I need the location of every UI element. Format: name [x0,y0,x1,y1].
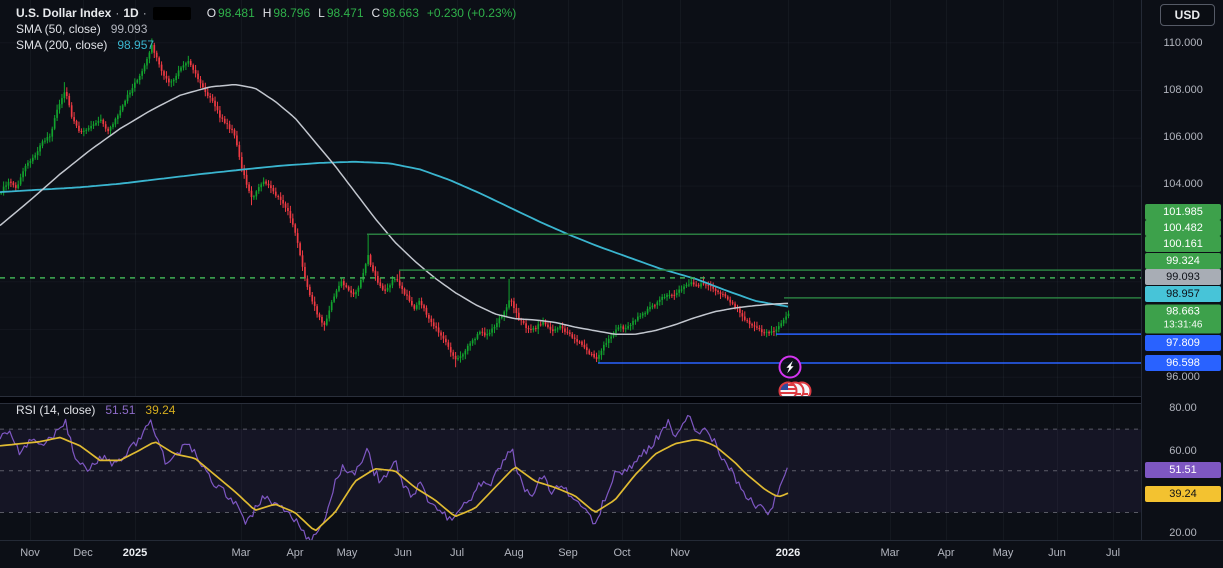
sma50-line [0,83,789,336]
change-value: +0.230 (+0.23%) [426,6,517,20]
price-level-label: 98.957 [1145,286,1221,302]
time-axis-label: Sep [558,547,578,559]
timeframe-label[interactable]: 1D [123,6,139,20]
price-level-label: 99.093 [1145,269,1221,285]
economic-events-flag-icon[interactable] [778,381,812,401]
time-axis[interactable]: Nov Dec 2025 Mar Apr May Jun Jul Aug Sep Oct Nov 202… [0,540,1223,568]
currency-unit-button[interactable]: USD [1159,4,1215,26]
price-tick-label: 110.000 [1163,37,1203,49]
price-level-label: 100.482 [1145,220,1221,236]
rsi-tick-label: 20.00 [1169,527,1197,539]
rsi-tick-label: 80.00 [1169,402,1197,414]
time-axis-label: Aug [504,547,524,559]
open-value: 98.481 [218,6,255,20]
price-level-label: 97.809 [1145,335,1221,351]
close-value: 98.663 [382,6,419,20]
low-value: 98.471 [326,6,364,20]
time-axis-label: Jul [449,547,465,559]
time-axis-label: May [336,547,358,559]
candlestick-series [0,38,790,368]
rsi-value-label: 39.24 [1145,486,1221,502]
time-axis-label: Jun [1048,547,1066,559]
rsi-legend[interactable]: RSI (14, close) 51.51 39.24 [16,402,175,418]
price-axis[interactable]: 110.000 108.000 106.000 104.000 96.000 101.98… [1141,0,1223,540]
rsi-ma-value: 39.24 [145,403,176,417]
sma200-value: 98.957 [117,38,155,52]
lightning-icon[interactable] [778,355,802,379]
price-level-label: 101.985 [1145,204,1221,220]
sma50-row[interactable]: SMA (50, close) 99.093 [16,21,516,37]
high-value: 98.796 [273,6,311,20]
low-label: L [318,6,325,20]
open-label: O [206,6,217,20]
separator-dot: · [142,6,147,20]
time-axis-label: 2026 [775,547,801,559]
redacted-exchange-box [152,6,191,20]
time-axis-label: Mar [231,547,251,559]
rsi-label[interactable]: RSI (14, close) [16,403,96,417]
price-tick-label: 108.000 [1163,84,1203,96]
ohlc-readout: O 98.481 H 98.796 L 98.471 C 98.663 +0.230 (… [201,5,517,21]
bar-countdown: 13:31:46 [1163,319,1203,331]
time-axis-label: Oct [613,547,631,559]
time-axis-label: Apr [286,547,304,559]
time-axis-label: May [992,547,1014,559]
time-axis-label: Dec [73,547,93,559]
price-level-label: 99.324 [1145,253,1221,269]
symbol-row[interactable]: U.S. Dollar Index · 1D · O 98.481 H 98.796… [16,5,516,21]
rsi-value: 51.51 [105,403,136,417]
time-axis-label: Apr [937,547,955,559]
sma200-row[interactable]: SMA (200, close) 98.957 [16,37,516,53]
chart-plot-area[interactable] [0,0,1141,540]
time-axis-label: 2025 [122,547,148,559]
price-tick-label: 106.000 [1163,131,1203,143]
rsi-value-label: 51.51 [1145,462,1221,478]
last-price-value: 98.663 [1166,305,1200,318]
sma50-value: 99.093 [110,22,148,36]
time-axis-label: Nov [670,547,690,559]
time-axis-label: Nov [20,547,40,559]
price-tick-label: 104.000 [1163,178,1203,190]
rsi-line [0,414,788,540]
time-axis-label: Mar [880,547,900,559]
sma200-line [0,160,789,308]
time-axis-label: Jun [394,547,412,559]
symbol-title[interactable]: U.S. Dollar Index [16,6,112,20]
pane-separator[interactable] [0,396,1141,404]
price-level-label: 100.161 [1145,236,1221,252]
close-label: C [371,6,381,20]
separator-dot: · [115,6,120,20]
time-axis-label: Jul [1105,547,1121,559]
rsi-ma-line [0,436,789,532]
rsi-tick-label: 60.00 [1169,445,1197,457]
sma50-label[interactable]: SMA (50, close) [16,22,101,36]
sma200-label[interactable]: SMA (200, close) [16,38,108,52]
price-tick-label: 96.000 [1166,371,1200,383]
high-label: H [262,6,272,20]
symbol-legend[interactable]: U.S. Dollar Index · 1D · O 98.481 H 98.796… [16,5,516,53]
price-level-label: 96.598 [1145,355,1221,371]
last-price-label: 98.663 13:31:46 [1145,304,1221,334]
